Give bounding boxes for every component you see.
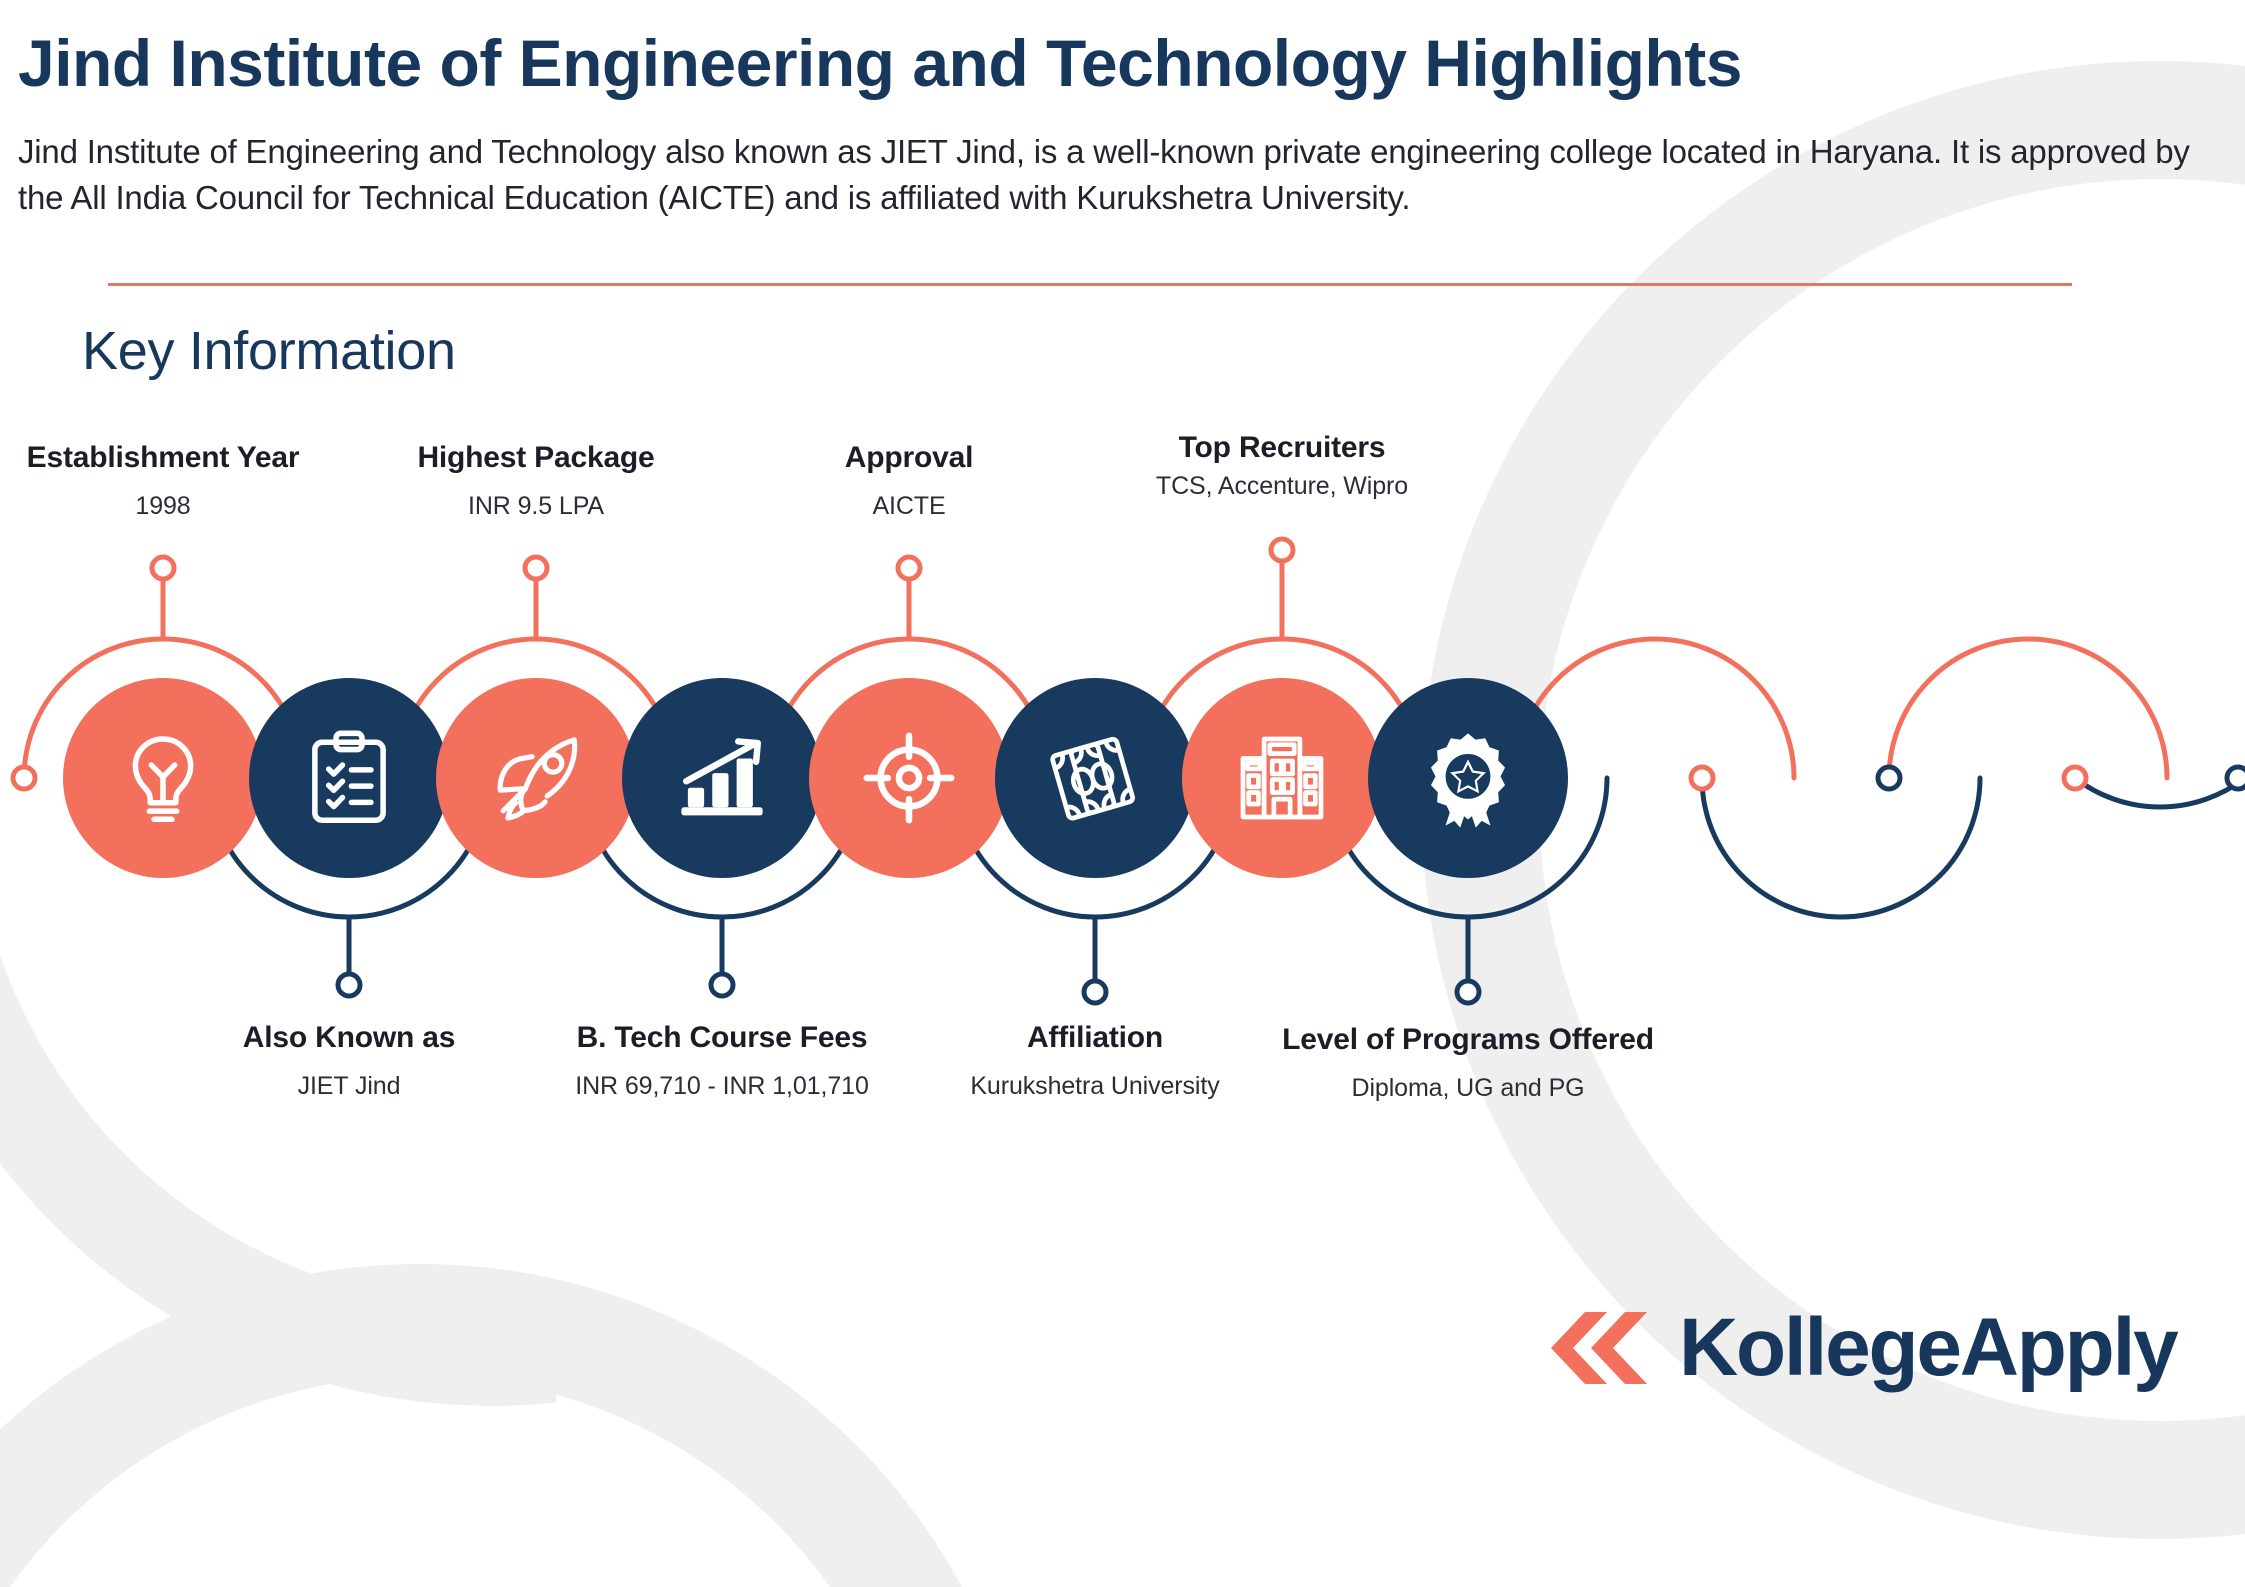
caption-affiliation: Affiliation Kurukshetra University <box>785 1020 1405 1101</box>
money-notes-icon <box>1050 736 1135 821</box>
rocket-icon <box>497 737 578 821</box>
arc-navy-6 <box>2072 775 2245 810</box>
caption-highest-package: Highest Package INR 9.5 LPA <box>226 440 846 521</box>
connector-dot <box>1875 764 1903 792</box>
caption-btech-course-fees: B. Tech Course Fees INR 69,710 - INR 1,0… <box>412 1020 1032 1101</box>
stem-end-dot <box>708 971 736 999</box>
caption-level-of-programs: Level of Programs Offered Diploma, UG an… <box>1158 1022 1778 1103</box>
caption-establishment-year: Establishment Year 1998 <box>0 440 473 521</box>
item-label: Top Recruiters <box>1178 431 1386 464</box>
caption-top-recruiters: Top Recruiters TCS, Accenture, Wipro <box>972 430 1592 501</box>
item-value: INR 9.5 LPA <box>468 492 604 521</box>
page-title: Jind Institute of Engineering and Techno… <box>18 26 1742 100</box>
connector-dot <box>1688 764 1716 792</box>
icon-disc-approval[interactable] <box>809 678 1009 878</box>
icon-disc-level-of-programs[interactable] <box>1368 678 1568 878</box>
brand-name: KollegeApply <box>1679 1302 2179 1393</box>
item-label: Affiliation <box>1026 1021 1164 1054</box>
item-value: JIET Jind <box>297 1072 401 1101</box>
stem-end-dot <box>335 971 363 999</box>
lightbulb-icon <box>132 736 194 823</box>
icon-disc-highest-package[interactable] <box>436 678 636 878</box>
intro-paragraph: Jind Institute of Engineering and Techno… <box>18 133 2190 217</box>
section-title: Key Information <box>82 321 456 381</box>
stem-end-dot <box>1454 978 1482 1006</box>
icon-disc-top-recruiters[interactable] <box>1182 678 1382 878</box>
item-label: B. Tech Course Fees <box>576 1021 868 1054</box>
icon-disc-affiliation[interactable] <box>995 678 1195 878</box>
item-label: Highest Package <box>417 441 655 474</box>
icon-disc-establishment-year[interactable] <box>63 678 263 878</box>
growth-chart-icon <box>681 738 763 816</box>
item-label: Establishment Year <box>26 441 300 474</box>
item-value: 1998 <box>135 492 191 521</box>
stem-end-dot <box>149 554 177 582</box>
building-icon <box>1240 736 1324 820</box>
header: Jind Institute of Engineering and Techno… <box>18 26 2218 222</box>
item-value: TCS, Accenture, Wipro <box>1155 472 1409 501</box>
stem-end-dot <box>895 554 923 582</box>
arc-coral-6 <box>1886 636 2170 781</box>
caption-approval: Approval AICTE <box>599 440 1219 521</box>
icon-disc-also-known-as[interactable] <box>249 678 449 878</box>
item-value: AICTE <box>872 492 946 521</box>
clipboard-checklist-icon <box>312 730 386 824</box>
connector-dot <box>2224 764 2245 792</box>
caption-also-known-as: Also Known as JIET Jind <box>39 1020 659 1101</box>
header-divider <box>108 283 2072 286</box>
target-icon <box>863 732 955 824</box>
stem-end-dot <box>1081 978 1109 1006</box>
connector-dot <box>2061 764 2089 792</box>
item-value: INR 69,710 - INR 1,01,710 <box>575 1072 869 1101</box>
kollegeapply-logo[interactable]: KollegeApply <box>1545 1300 2179 1396</box>
item-value: Diploma, UG and PG <box>1351 1074 1585 1103</box>
stem-end-dot <box>1268 536 1296 564</box>
icon-disc-btech-course-fees[interactable] <box>622 678 822 878</box>
connector-dot <box>10 764 38 792</box>
item-label: Level of Programs Offered <box>1282 1023 1654 1056</box>
item-value: Kurukshetra University <box>970 1072 1220 1101</box>
item-label: Also Known as <box>242 1021 456 1054</box>
arc-navy-5 <box>1699 775 1983 920</box>
item-label: Approval <box>844 441 974 474</box>
award-badge-icon <box>1430 733 1506 828</box>
double-chevron-icon <box>1551 1312 1647 1384</box>
stem-end-dot <box>522 554 550 582</box>
